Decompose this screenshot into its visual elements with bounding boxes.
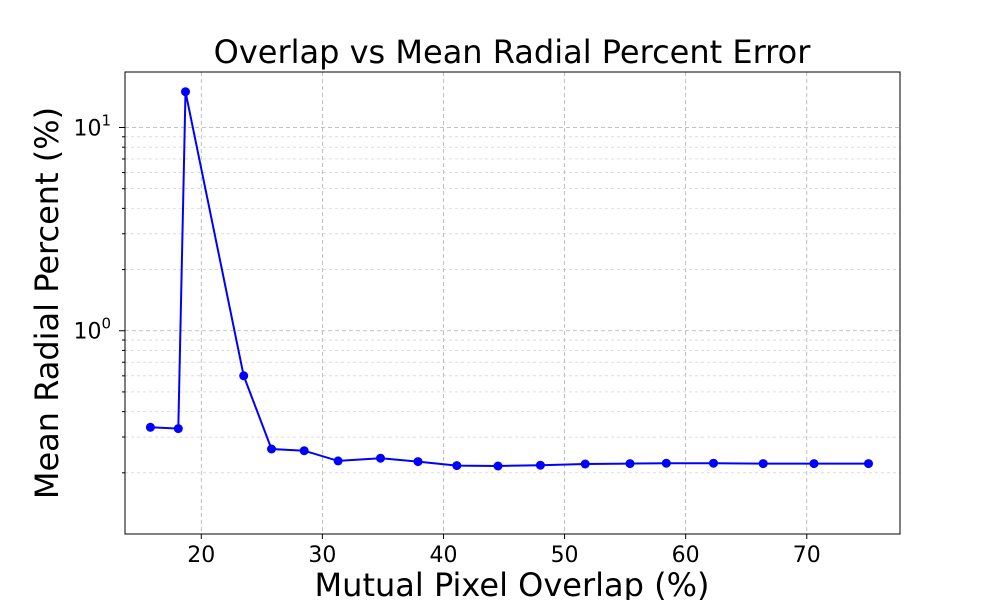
x-tick-label: 40 xyxy=(429,543,457,568)
data-point xyxy=(333,456,343,466)
data-point xyxy=(267,444,276,454)
x-tick-label: 30 xyxy=(308,543,336,568)
x-tick-label: 50 xyxy=(551,543,579,568)
x-axis-label: Mutual Pixel Overlap (%) xyxy=(315,566,710,600)
grid xyxy=(125,72,900,534)
data-point xyxy=(580,459,590,469)
x-tick-label: 60 xyxy=(672,543,700,568)
data-point xyxy=(376,453,385,463)
data-point xyxy=(864,459,873,469)
plot-frame xyxy=(124,71,901,535)
series-layer xyxy=(145,87,873,471)
ticks: 20 30 40 50 60 70 100 101 xyxy=(73,111,820,568)
chart-title: Overlap vs Mean Radial Percent Error xyxy=(214,33,812,71)
x-tick-label: 20 xyxy=(187,543,215,568)
data-point xyxy=(299,446,309,456)
y-axis-label: Mean Radial Percent (%) xyxy=(28,107,66,499)
data-point xyxy=(625,459,635,469)
data-point xyxy=(173,424,183,434)
data-point xyxy=(181,87,190,97)
data-point xyxy=(758,459,768,469)
x-tick-label: 70 xyxy=(793,543,821,568)
y-tick-label: 100 xyxy=(73,315,111,345)
data-point xyxy=(809,459,819,469)
data-point xyxy=(661,458,671,468)
data-point xyxy=(145,422,155,432)
data-point xyxy=(493,461,503,471)
y-tick-label: 101 xyxy=(73,111,111,141)
data-point xyxy=(709,458,718,468)
data-point xyxy=(452,461,462,471)
data-point xyxy=(413,457,423,467)
data-point xyxy=(239,371,249,381)
data-point xyxy=(535,460,545,470)
